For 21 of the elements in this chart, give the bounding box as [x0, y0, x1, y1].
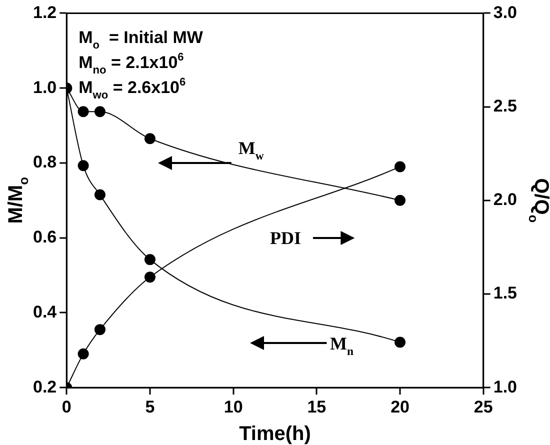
x-tick-label: 5 [145, 397, 155, 416]
x-tick-label: 0 [62, 397, 72, 416]
x-axis-title: Time(h) [239, 423, 311, 445]
y2-tick-label: 1.0 [493, 377, 518, 396]
y-tick-label: 1.0 [32, 78, 57, 97]
y-tick-label: 0.2 [32, 377, 57, 396]
y-tick-label: 0.4 [32, 302, 58, 322]
y-tick-label: 1.2 [32, 2, 57, 22]
y2-tick-label: 1.5 [493, 284, 518, 303]
x-tick-label: 20 [390, 397, 410, 416]
series-label: PDI [270, 228, 301, 248]
y2-axis-title: Q/Qo [526, 178, 550, 223]
y2-tick-label: 2.5 [493, 96, 518, 116]
x-tick-label: 25 [474, 397, 493, 416]
x-tick-label: 15 [307, 397, 326, 416]
y2-tick-label: 2.0 [493, 190, 518, 210]
y-tick-label: 0.8 [32, 152, 57, 172]
x-tick-label: 10 [224, 397, 243, 416]
y2-tick-label: 3.0 [493, 2, 518, 22]
y-axis-title: M/Mo [5, 176, 31, 224]
y-tick-label: 0.6 [32, 228, 57, 247]
